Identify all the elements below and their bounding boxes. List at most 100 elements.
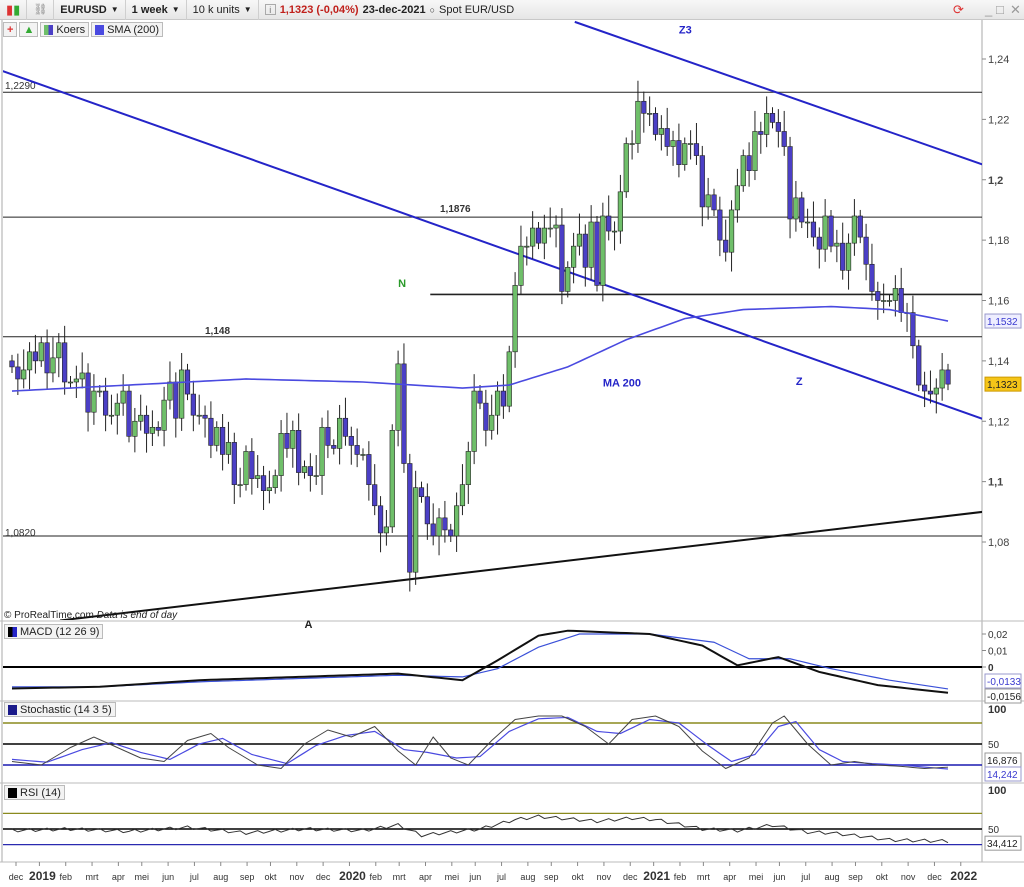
- candle-up: [617, 191, 623, 232]
- candle-down: [775, 122, 781, 132]
- candle-up: [319, 426, 325, 476]
- candle-up: [26, 351, 33, 371]
- units-select[interactable]: 10 k units ▼: [187, 0, 259, 20]
- x-tick-label: jul: [800, 872, 810, 882]
- candle-up: [512, 285, 518, 353]
- candle-down: [126, 390, 132, 437]
- radio-icon: ○: [429, 4, 436, 15]
- x-tick-label: okt: [876, 872, 889, 882]
- candle-down: [44, 342, 50, 374]
- x-tick-label: feb: [59, 872, 72, 882]
- candle-down: [331, 445, 337, 449]
- collapse-button[interactable]: +: [3, 22, 18, 37]
- candle-down: [155, 426, 161, 431]
- candle-up: [132, 420, 138, 437]
- candle-down: [401, 363, 407, 464]
- candle-down: [325, 426, 331, 446]
- legend-sma[interactable]: SMA (200): [91, 22, 164, 37]
- annotation-z: Z: [796, 376, 803, 388]
- y-tick-label: 1,12: [988, 416, 1009, 428]
- chevron-down-icon: ▼: [110, 5, 119, 14]
- last-price: 1,1323 (-0,04%): [279, 3, 359, 16]
- candle-up: [611, 230, 618, 233]
- candle-up: [237, 484, 243, 486]
- x-tick-label: mei: [445, 872, 460, 882]
- link-button[interactable]: ⛓: [27, 0, 55, 20]
- candle-down: [945, 369, 951, 385]
- sma-last-tag: 1,1532: [987, 317, 1018, 328]
- refresh-icon[interactable]: ⟳: [953, 2, 964, 17]
- candle-down: [407, 463, 413, 573]
- chart-toolbar: ▮▮ ⛓ EURUSD ▼ 1 week ▼ 10 k units ▼ i 1,132…: [0, 0, 1024, 20]
- candle-down: [927, 390, 934, 395]
- candle-down: [898, 288, 904, 313]
- x-tick-label: jul: [189, 872, 199, 882]
- chart-type-button[interactable]: ▮▮: [0, 0, 28, 20]
- candle-up: [255, 475, 261, 479]
- copyright: © ProRealTime.com Data is end of day: [4, 610, 177, 621]
- expand-button[interactable]: ▲: [19, 22, 39, 37]
- candle-up: [506, 351, 512, 407]
- candle-down: [85, 372, 91, 413]
- annotation-z3: Z3: [679, 24, 692, 36]
- x-tick-label: nov: [290, 872, 305, 882]
- symbol-select[interactable]: EURUSD ▼: [54, 0, 126, 20]
- candle-down: [32, 351, 38, 362]
- candle-up: [336, 417, 343, 449]
- last-price-tag-bg: [984, 376, 1022, 392]
- annotation-n: N: [398, 278, 406, 290]
- candle-up: [67, 381, 74, 384]
- candle-down: [799, 197, 805, 223]
- candle-down: [307, 466, 313, 476]
- legend-price[interactable]: Koers: [40, 22, 90, 37]
- stoch-d-line: [11, 716, 949, 770]
- candle-up: [383, 526, 390, 534]
- y-tick-label: 1,22: [988, 114, 1009, 126]
- candle-down: [249, 451, 255, 479]
- x-tick-label: apr: [723, 872, 736, 882]
- rsi-label[interactable]: RSI (14): [4, 785, 65, 800]
- level-label-1-1876: 1,1876: [440, 204, 471, 215]
- candle-down: [9, 360, 15, 368]
- legend-price-label: Koers: [56, 23, 86, 36]
- macd-tick-label: 0,01: [988, 647, 1008, 658]
- chevron-down-icon: ▼: [243, 5, 252, 14]
- macd-signal-tag-bg: [984, 673, 1022, 689]
- x-tick-label: aug: [825, 872, 840, 882]
- last-price-tag: 1,1323: [987, 380, 1018, 391]
- candle-down: [62, 342, 68, 383]
- candle-down: [190, 393, 196, 416]
- y-tick-label: 1,16: [988, 296, 1009, 308]
- timeframe-select[interactable]: 1 week ▼: [126, 0, 187, 20]
- candle-down: [202, 414, 208, 419]
- annotation-a: A: [305, 619, 313, 631]
- candle-down: [535, 227, 542, 244]
- maximize-icon[interactable]: □: [996, 2, 1004, 17]
- x-tick-label: apr: [112, 872, 125, 882]
- candle-down: [664, 128, 670, 147]
- level-label-1-0820: 1,0820: [5, 528, 36, 539]
- y-tick-label: 1,14: [988, 356, 1009, 368]
- candle-up: [524, 245, 530, 248]
- y-tick-label: 1,24: [988, 54, 1009, 66]
- stochastic-label[interactable]: Stochastic (14 3 5): [4, 702, 116, 717]
- stochastic-title: Stochastic (14 3 5): [20, 703, 112, 716]
- stoch-tick-50: 50: [988, 740, 1000, 751]
- candle-up: [465, 451, 471, 485]
- price-plot: [3, 20, 982, 620]
- units-label: 10 k units: [192, 3, 240, 16]
- stoch-k-tag: 16,876: [987, 756, 1018, 767]
- rsi-tick-100: 100: [988, 785, 1006, 797]
- minimize-icon[interactable]: _: [985, 2, 993, 17]
- candle-up: [734, 185, 740, 211]
- candle-down: [828, 215, 834, 247]
- candle-up: [565, 266, 571, 292]
- info-icon[interactable]: i: [264, 4, 276, 15]
- rsi-line: [11, 814, 949, 844]
- candle-up: [21, 369, 27, 380]
- x-tick-label: jun: [468, 872, 481, 882]
- macd-label[interactable]: MACD (12 26 9): [4, 624, 104, 639]
- close-icon[interactable]: ✕: [1010, 2, 1021, 17]
- candle-down: [746, 155, 752, 171]
